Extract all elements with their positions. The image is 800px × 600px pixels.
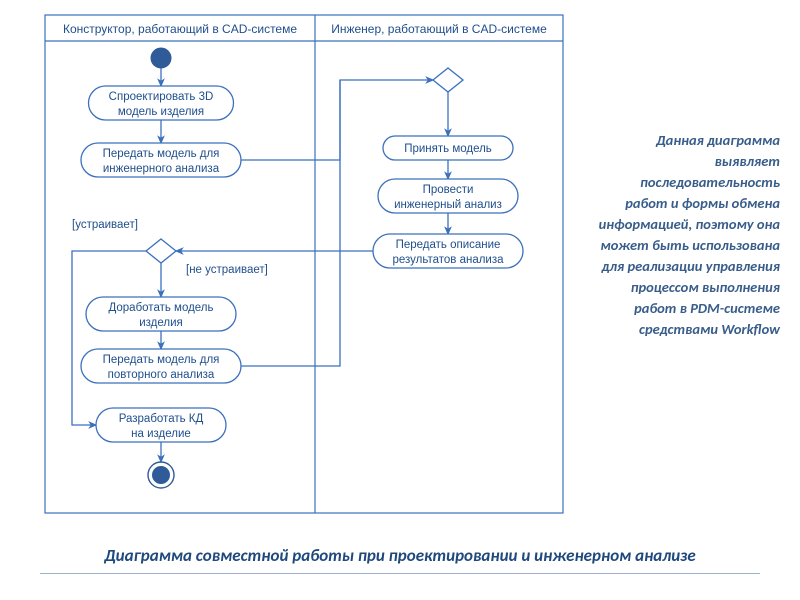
flow-edge	[72, 251, 146, 425]
activity-label: инженерный анализ	[394, 199, 502, 211]
activity-label: Принять модель	[404, 143, 492, 155]
activity-label: инженерного анализа	[103, 163, 220, 175]
activity-label: повторного анализа	[108, 369, 215, 381]
guard-label: [устраивает]	[72, 219, 138, 231]
guard-label: [не устраивает]	[186, 264, 268, 276]
activity-label: на изделие	[131, 428, 191, 440]
diagram-caption: Диаграмма совместной работы при проектир…	[40, 545, 760, 574]
activity-label: модель изделия	[118, 106, 204, 118]
end-node	[152, 466, 170, 484]
decision-node	[433, 68, 463, 92]
side-note: Данная диаграмма выявляет последовательн…	[595, 130, 780, 340]
activity-label: результатов анализа	[392, 254, 504, 266]
activity-label: Спроектировать 3D	[109, 91, 214, 103]
activity-label: Разработать КД	[119, 413, 204, 425]
start-node	[151, 48, 171, 68]
lane-header-left: Конструктор, работающий в CAD-системе	[63, 22, 297, 36]
activity-label: Доработать модель	[108, 302, 213, 314]
activity-label: Передать модель для	[103, 354, 220, 366]
activity-label: изделия	[139, 317, 183, 329]
activity-label: Провести	[423, 184, 474, 196]
activity-label: Передать модель для	[103, 148, 220, 160]
lane-header-right: Инженер, работающий в CAD-системе	[331, 22, 547, 36]
decision-node	[146, 239, 176, 263]
activity-label: Передать описание	[396, 239, 501, 251]
flow-edge	[241, 80, 340, 366]
